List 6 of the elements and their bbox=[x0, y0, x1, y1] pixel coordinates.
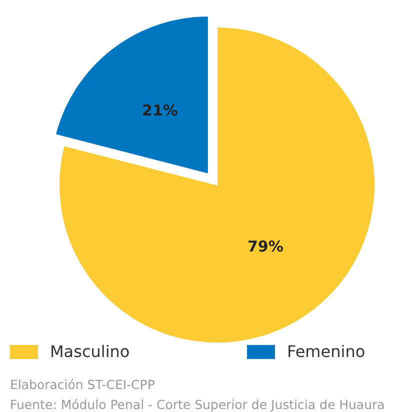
data-label: 79% bbox=[247, 238, 284, 256]
source-note: Fuente: Módulo Penal - Corte Superior de Justicia de Huaura bbox=[10, 397, 385, 412]
legend-label: Masculino bbox=[50, 342, 130, 361]
text: Elaboración ST-CEI-CPP bbox=[10, 377, 156, 392]
legend-label: Femenino bbox=[287, 342, 366, 361]
data-label: 21% bbox=[142, 102, 178, 120]
